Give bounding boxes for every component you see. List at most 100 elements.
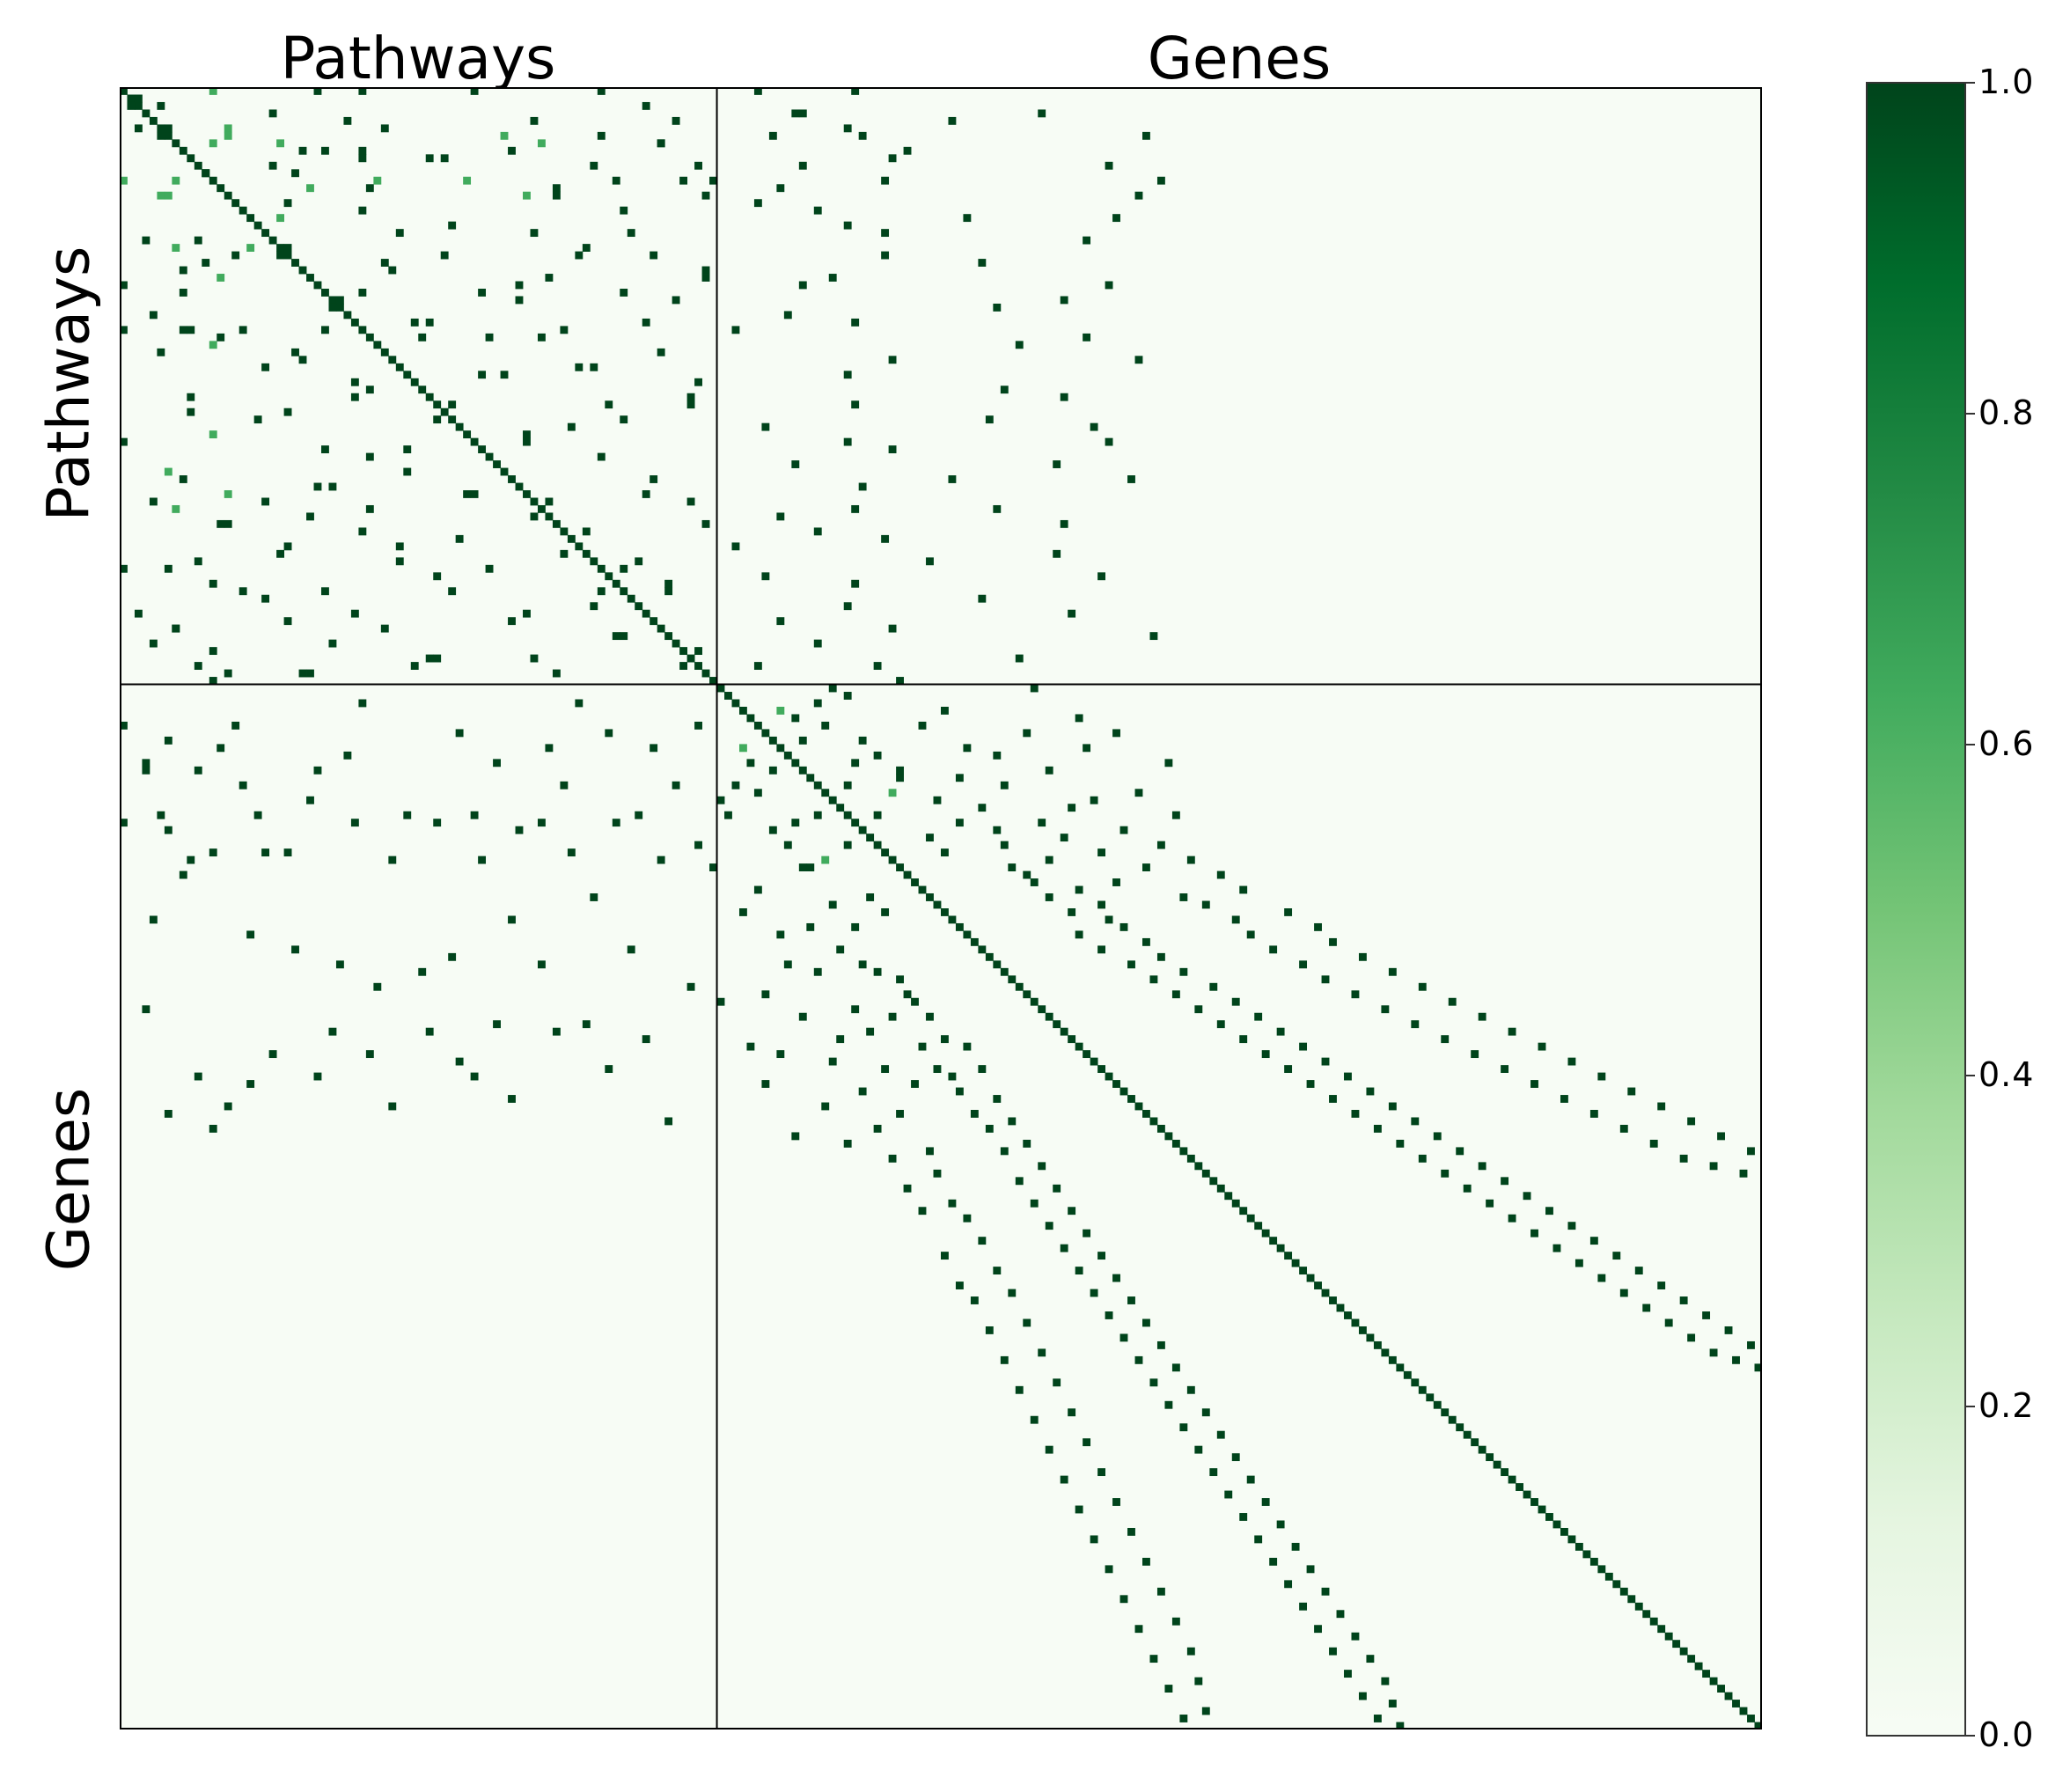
heatmap-diagonal-cell [239, 206, 247, 215]
heatmap-diagonal-cell [1261, 1229, 1270, 1238]
heatmap-cell [1023, 1318, 1031, 1327]
heatmap-cell [1075, 930, 1083, 939]
heatmap-cell [1396, 1722, 1405, 1730]
heatmap-cell [813, 967, 822, 976]
colorbar-tick [1966, 1735, 1975, 1737]
heatmap-cell [821, 721, 830, 730]
heatmap-cell [530, 229, 539, 238]
heatmap-cell [791, 714, 800, 723]
heatmap-cell [246, 930, 255, 939]
heatmap-diagonal-cell [1336, 1304, 1345, 1312]
heatmap-cell [470, 1072, 479, 1081]
heatmap-cell [1224, 1490, 1233, 1499]
heatmap-cell [470, 87, 479, 95]
heatmap-cell [1083, 744, 1091, 753]
heatmap-diagonal-cell [500, 467, 509, 476]
heatmap-cell [1634, 1267, 1643, 1275]
heatmap-cell [1246, 1475, 1255, 1484]
heatmap-cell [1134, 1625, 1143, 1634]
heatmap-cell [209, 139, 217, 148]
heatmap-diagonal-cell [1314, 1282, 1322, 1289]
heatmap-cell [1530, 1080, 1538, 1088]
heatmap-diagonal-cell [1149, 1117, 1158, 1126]
heatmap-cell [1112, 729, 1120, 738]
heatmap-cell [1156, 1587, 1165, 1596]
heatmap-cell [1030, 878, 1039, 886]
heatmap-diagonal-cell [127, 94, 136, 103]
heatmap-cell [985, 1326, 994, 1334]
heatmap-diagonal-cell [881, 848, 890, 857]
heatmap-cell [1657, 1102, 1666, 1111]
heatmap-cell [1097, 1252, 1105, 1260]
heatmap-cell [1709, 1348, 1718, 1357]
heatmap-cell [537, 333, 546, 342]
heatmap-diagonal-cell [783, 751, 792, 760]
heatmap-cell [1186, 856, 1195, 864]
heatmap-cell [485, 564, 494, 573]
heatmap-cell [955, 774, 964, 782]
heatmap-cell [970, 1110, 979, 1118]
heatmap-cell [455, 534, 464, 543]
heatmap-cell [410, 318, 419, 327]
heatmap-cell [1142, 1318, 1150, 1327]
heatmap-cell [1045, 856, 1053, 864]
heatmap-cell [1538, 1042, 1546, 1051]
heatmap-diagonal-cell [1426, 1393, 1435, 1402]
heatmap-diagonal-cell [768, 736, 777, 745]
heatmap-diagonal-cell [731, 699, 740, 708]
heatmap-cell [276, 139, 284, 148]
heatmap-diagonal-cell [1642, 1610, 1651, 1619]
heatmap-cell [1657, 1282, 1666, 1289]
heatmap-cell [1351, 990, 1360, 999]
heatmap-diagonal-cell [1754, 1722, 1762, 1730]
heatmap-cell [1269, 1557, 1278, 1566]
heatmap-cell [1216, 870, 1225, 879]
heatmap-cell [164, 1110, 172, 1118]
heatmap-cell [761, 990, 770, 999]
heatmap-cell [1030, 1199, 1039, 1208]
heatmap-diagonal-cell [149, 116, 158, 125]
heatmap-cell [605, 729, 613, 738]
heatmap-cell [903, 990, 912, 999]
heatmap-diagonal-cell [1612, 1580, 1621, 1589]
heatmap-cell [881, 534, 890, 543]
heatmap-cell [209, 848, 217, 857]
heatmap-cell [776, 1050, 785, 1059]
heatmap-cell [552, 669, 561, 678]
heatmap-cell [1351, 1632, 1360, 1641]
heatmap-cell [1269, 945, 1278, 954]
heatmap-cell [202, 169, 210, 178]
heatmap-cell [239, 781, 247, 790]
heatmap-diagonal-cell [478, 445, 487, 454]
heatmap-cell [1597, 1274, 1606, 1282]
heatmap-cell [1388, 1700, 1397, 1708]
heatmap-cell [552, 1027, 561, 1036]
heatmap-cell [410, 662, 419, 670]
heatmap-cell [298, 356, 307, 364]
heatmap-cell [798, 109, 807, 118]
heatmap-cell [1679, 1154, 1688, 1163]
heatmap-cell [142, 1005, 150, 1014]
heatmap-cell [896, 975, 904, 984]
heatmap-diagonal-cell [194, 161, 202, 170]
heatmap-cell [365, 1050, 374, 1059]
heatmap-diagonal-cell [1694, 1662, 1703, 1671]
heatmap-diagonal-cell [918, 885, 927, 894]
heatmap-cell [1164, 759, 1173, 767]
heatmap-cell [291, 169, 299, 178]
heatmap-cell [612, 632, 620, 641]
heatmap-cell [1276, 1027, 1285, 1036]
heatmap-cell [948, 475, 957, 483]
heatmap-cell [142, 759, 150, 767]
heatmap-cell [478, 371, 487, 379]
heatmap-cell [246, 244, 255, 252]
heatmap-cell [209, 1124, 217, 1133]
heatmap-cell [843, 221, 852, 230]
heatmap-diagonal-cell [1008, 975, 1017, 984]
heatmap-cell [395, 557, 404, 566]
heatmap-diagonal-cell [545, 512, 554, 521]
heatmap-cell [253, 811, 262, 819]
heatmap-cell [224, 490, 232, 498]
heatmap-cell [650, 744, 658, 753]
